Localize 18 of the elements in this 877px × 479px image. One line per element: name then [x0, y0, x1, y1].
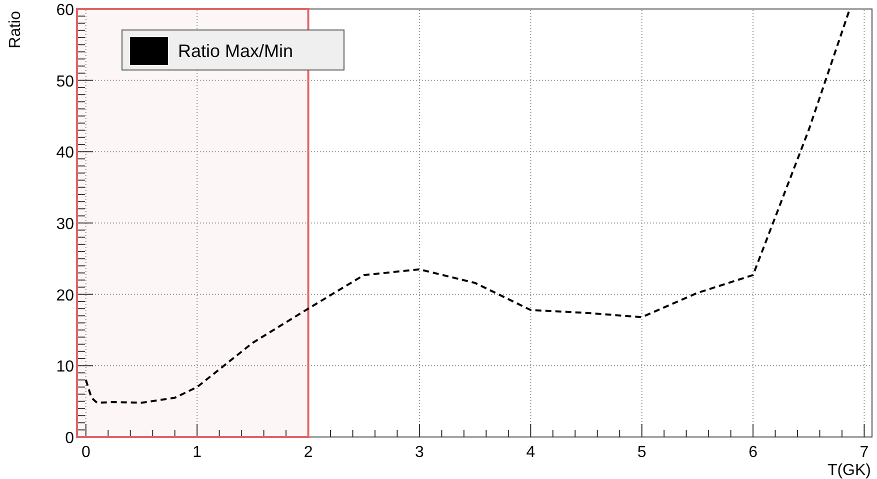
x-axis-title: T(GK): [827, 462, 871, 479]
y-tick-label: 40: [56, 144, 74, 162]
x-tick-label: 6: [748, 444, 758, 461]
y-tick-label: 20: [56, 287, 74, 304]
y-tick-label: 30: [56, 216, 74, 233]
x-tick-label: 7: [860, 444, 869, 461]
y-tick-label: 60: [56, 2, 74, 19]
y-tick-label: 50: [56, 73, 74, 90]
x-tick-label: 3: [415, 444, 424, 461]
x-tick-label: 0: [81, 444, 90, 461]
x-tick-label: 4: [526, 444, 536, 461]
x-tick-label: 1: [192, 444, 202, 461]
y-tick-label: 0: [65, 430, 74, 447]
x-tick-label: 5: [637, 444, 646, 461]
y-axis-title: Ratio: [7, 10, 24, 48]
legend-label: Ratio Max/Min: [178, 41, 294, 61]
y-tick-label: 10: [56, 358, 74, 376]
x-tick-label: 2: [304, 444, 313, 461]
